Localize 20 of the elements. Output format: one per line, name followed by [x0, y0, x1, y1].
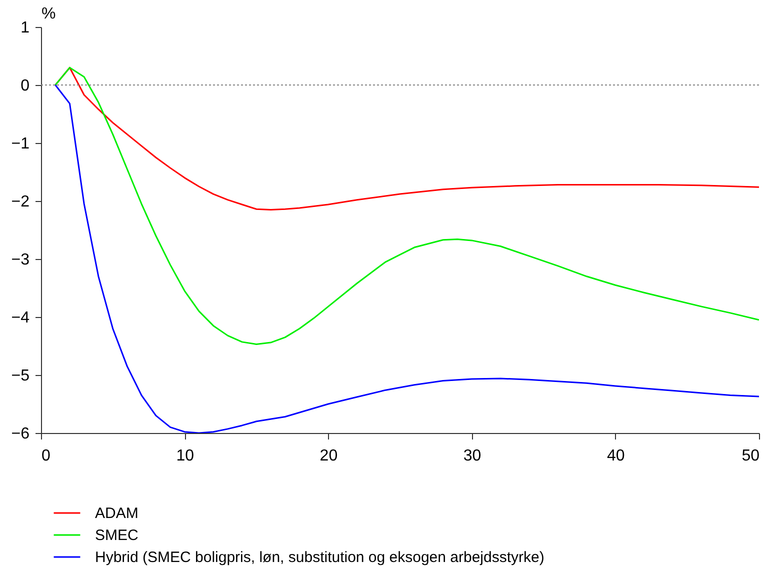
y-axis-title: %	[42, 6, 56, 22]
y-tick-label: −1	[11, 136, 30, 152]
y-tick-label: −6	[11, 426, 30, 442]
x-tick-label: 50	[742, 448, 760, 464]
y-tick-label: −3	[11, 252, 30, 268]
x-tick-label: 0	[42, 448, 50, 464]
legend-label: ADAM	[95, 505, 138, 522]
y-tick-label: −4	[11, 310, 30, 326]
legend-label: Hybrid (SMEC boligpris, løn, substitution og eksogen arbejdsstyrke)	[95, 549, 544, 566]
x-tick-label: 20	[320, 448, 338, 464]
x-tick-label: 10	[176, 448, 194, 464]
x-tick-label: 40	[607, 448, 625, 464]
line-series	[54, 66, 759, 346]
y-tick-label: 1	[20, 20, 30, 36]
line-series	[54, 84, 759, 433]
x-tick-label: 30	[463, 448, 482, 464]
legend-label: SMEC	[95, 527, 139, 544]
y-tick-label: −5	[11, 368, 30, 384]
y-tick-label: 0	[20, 78, 30, 94]
y-tick-label: −2	[11, 194, 30, 210]
